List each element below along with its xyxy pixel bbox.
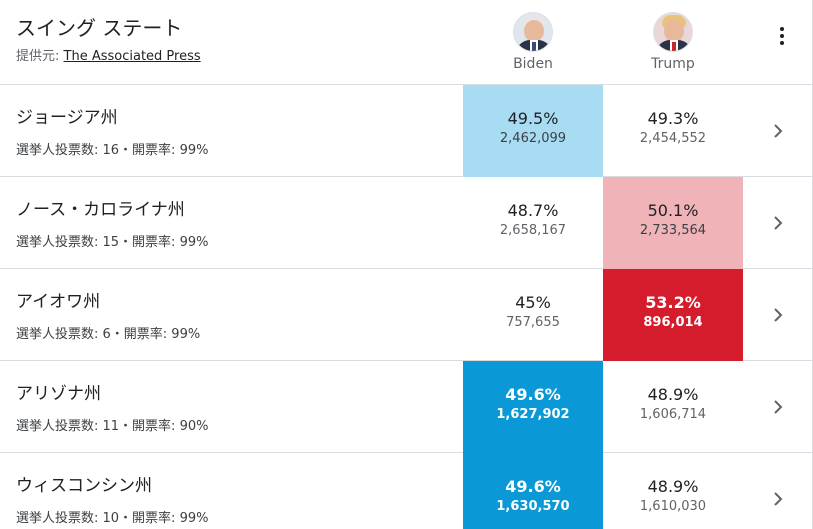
biden-pct: 45% (515, 293, 551, 312)
state-row-arizona[interactable]: アリゾナ州 選挙人投票数: 11・開票率: 90% 49.6% 1,627,90… (0, 361, 812, 453)
biden-votes: 1,627,902 (496, 407, 570, 422)
trump-pct: 50.1% (647, 201, 699, 220)
biden-pct: 49.6% (505, 385, 561, 404)
candidate-trump: Trump (603, 12, 743, 72)
trump-pct: 49.3% (647, 109, 699, 128)
biden-name: Biden (513, 56, 553, 72)
trump-result: 49.3% 2,454,552 (603, 85, 743, 177)
biden-votes: 757,655 (506, 315, 560, 330)
candidate-biden: Biden (463, 12, 603, 72)
trump-votes: 1,610,030 (639, 499, 707, 514)
state-meta: 選挙人投票数: 6・開票率: 99% (16, 327, 201, 342)
source-label: 提供元: (16, 49, 64, 64)
trump-votes: 2,733,564 (639, 223, 707, 238)
biden-result: 49.6% 1,630,570 (463, 453, 603, 529)
card-header: スイング ステート 提供元: The Associated Press Bide… (0, 0, 812, 85)
biden-avatar (513, 12, 553, 52)
trump-votes: 2,454,552 (639, 131, 707, 146)
state-name: アイオワ州 (16, 292, 101, 312)
state-row-georgia[interactable]: ジョージア州 選挙人投票数: 16・開票率: 99% 49.5% 2,462,0… (0, 85, 812, 177)
trump-votes: 896,014 (643, 315, 703, 330)
state-meta: 選挙人投票数: 15・開票率: 99% (16, 235, 209, 250)
trump-name: Trump (651, 56, 695, 72)
state-name: アリゾナ州 (16, 384, 101, 404)
chevron-right-icon[interactable] (768, 489, 788, 509)
state-meta: 選挙人投票数: 16・開票率: 99% (16, 143, 209, 158)
biden-result: 49.5% 2,462,099 (463, 85, 603, 177)
trump-result: 48.9% 1,610,030 (603, 453, 743, 529)
trump-result: 50.1% 2,733,564 (603, 177, 743, 269)
trump-pct: 48.9% (647, 385, 699, 404)
biden-votes: 2,658,167 (499, 223, 567, 238)
trump-result: 48.9% 1,606,714 (603, 361, 743, 453)
chevron-right-icon[interactable] (768, 397, 788, 417)
state-name: ジョージア州 (16, 108, 118, 128)
biden-votes: 1,630,570 (496, 499, 570, 514)
card-title: スイング ステート (16, 16, 183, 40)
trump-pct: 53.2% (645, 293, 701, 312)
chevron-right-icon[interactable] (768, 305, 788, 325)
state-row-north-carolina[interactable]: ノース・カロライナ州 選挙人投票数: 15・開票率: 99% 48.7% 2,6… (0, 177, 812, 269)
state-meta: 選挙人投票数: 11・開票率: 90% (16, 419, 209, 434)
trump-result: 53.2% 896,014 (603, 269, 743, 361)
trump-votes: 1,606,714 (639, 407, 707, 422)
source-attribution: 提供元: The Associated Press (16, 45, 201, 64)
biden-pct: 49.6% (505, 477, 561, 496)
biden-result: 45% 757,655 (463, 269, 603, 361)
chevron-right-icon[interactable] (768, 213, 788, 233)
trump-avatar (653, 12, 693, 52)
biden-votes: 2,462,099 (499, 131, 567, 146)
biden-pct: 48.7% (507, 201, 559, 220)
chevron-right-icon[interactable] (768, 121, 788, 141)
biden-pct: 49.5% (507, 109, 559, 128)
trump-pct: 48.9% (647, 477, 699, 496)
state-name: ノース・カロライナ州 (16, 200, 185, 220)
biden-result: 48.7% 2,658,167 (463, 177, 603, 269)
state-row-wisconsin[interactable]: ウィスコンシン州 選挙人投票数: 10・開票率: 99% 49.6% 1,630… (0, 453, 812, 529)
source-link[interactable]: The Associated Press (63, 49, 201, 64)
biden-result: 49.6% 1,627,902 (463, 361, 603, 453)
state-meta: 選挙人投票数: 10・開票率: 99% (16, 511, 209, 526)
state-row-iowa[interactable]: アイオワ州 選挙人投票数: 6・開票率: 99% 45% 757,655 53.… (0, 269, 812, 361)
state-name: ウィスコンシン州 (16, 476, 152, 496)
more-vert-icon[interactable] (774, 27, 790, 47)
